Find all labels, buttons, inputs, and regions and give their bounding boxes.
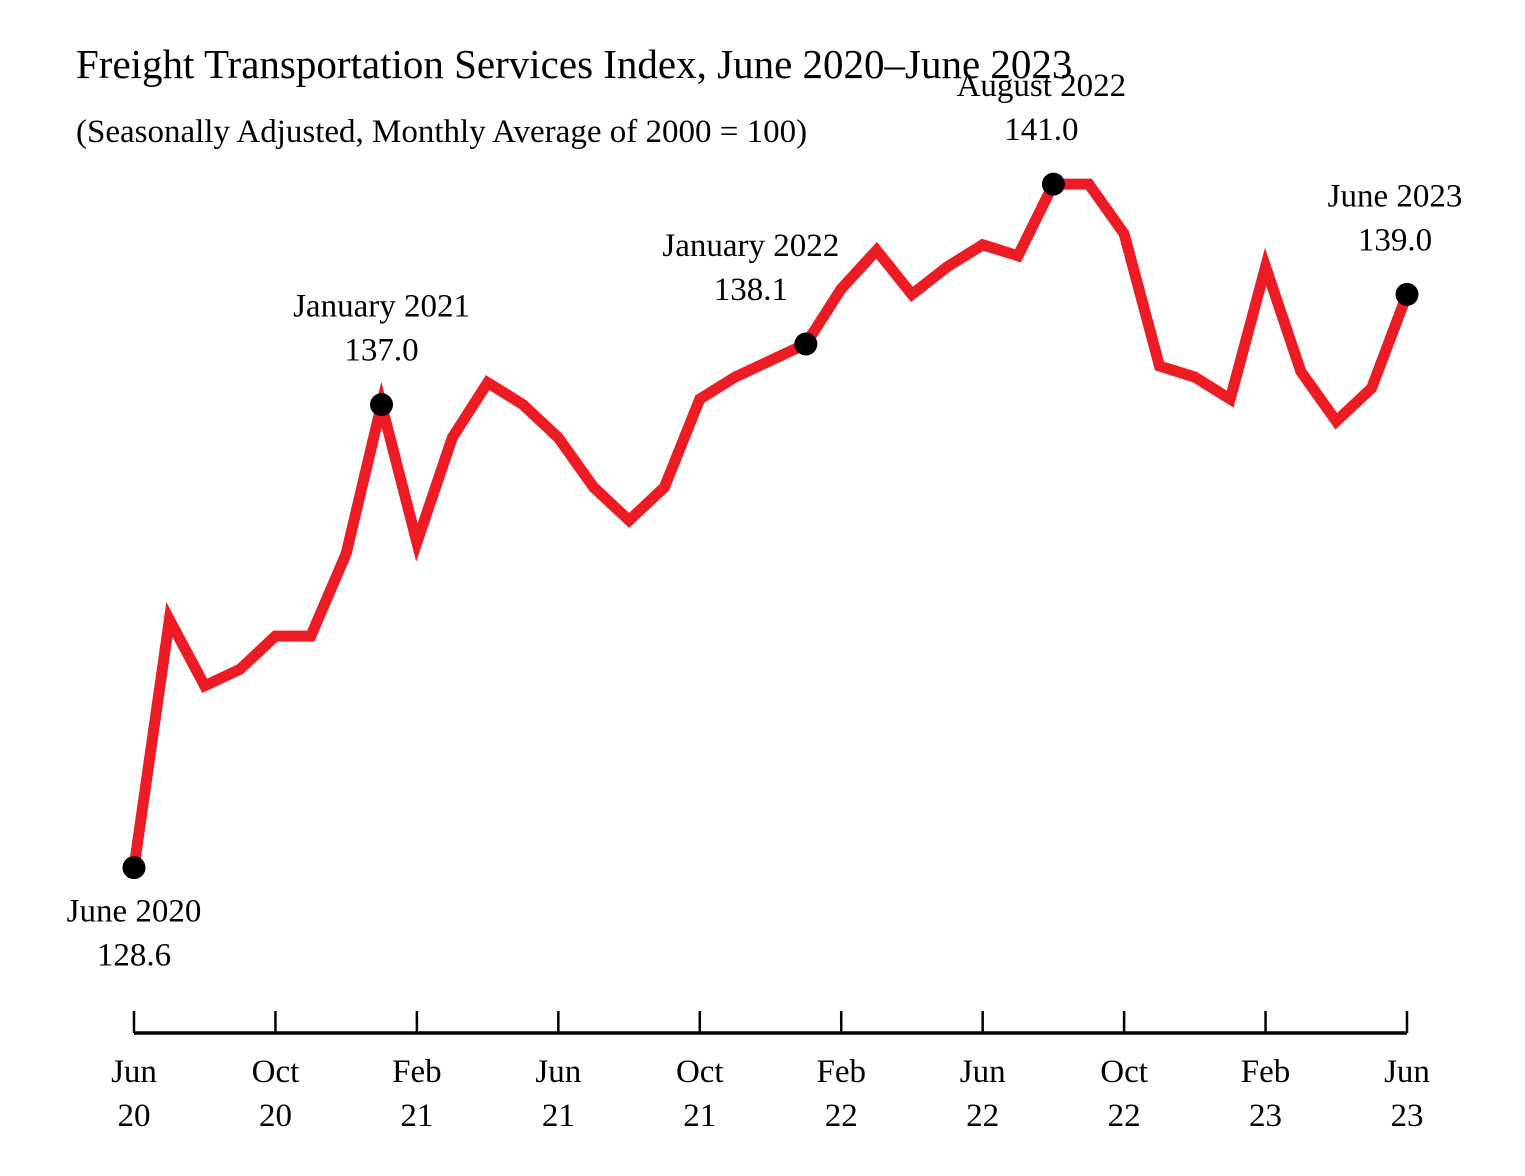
annotation-value: 139.0 <box>1358 222 1432 258</box>
x-tick-label-year: 20 <box>259 1098 292 1134</box>
annotation-value: 137.0 <box>344 333 418 369</box>
data-point-marker <box>1041 172 1065 196</box>
x-tick-label-month: Feb <box>816 1054 866 1090</box>
data-point-marker <box>794 332 818 356</box>
x-tick-label-month: Feb <box>392 1054 442 1090</box>
x-tick-label-year: 23 <box>1391 1098 1424 1134</box>
x-tick-label-month: Feb <box>1241 1054 1291 1090</box>
data-point-marker <box>122 856 146 880</box>
x-tick-label-year: 20 <box>118 1098 151 1134</box>
x-tick-label-year: 21 <box>400 1098 433 1134</box>
x-tick-label-year: 22 <box>1108 1098 1141 1134</box>
x-axis: Jun 20 Oct 20 Feb 21 Jun 21 Oct 21 Feb 22 Jun 22 Oct 22… <box>111 1011 1430 1134</box>
data-point-marker <box>1395 282 1419 306</box>
markers-layer <box>122 172 1419 880</box>
x-tick-label-year: 22 <box>966 1098 999 1134</box>
annotation-value: 138.1 <box>714 272 788 308</box>
annotation-label: June 2020 <box>67 894 202 930</box>
x-tick-label-month: Jun <box>111 1054 157 1090</box>
x-tick-label-month: Jun <box>1384 1054 1430 1090</box>
x-tick-label-month: Oct <box>676 1054 724 1090</box>
annotation-label: June 2023 <box>1328 178 1463 214</box>
series-layer <box>128 178 1413 869</box>
labels-layer: June 2020 128.6 January 2021 137.0 January 2… <box>67 68 1463 974</box>
x-tick-label-month: Jun <box>535 1054 581 1090</box>
chart-title: Freight Transportation Services Index, J… <box>76 41 1073 87</box>
x-tick-label-month: Jun <box>960 1054 1006 1090</box>
x-tick-label-year: 21 <box>542 1098 575 1134</box>
annotation-label: August 2022 <box>957 68 1127 104</box>
x-tick-label-year: 22 <box>825 1098 858 1134</box>
x-tick-label-month: Oct <box>252 1054 300 1090</box>
x-tick-label-year: 23 <box>1249 1098 1282 1134</box>
x-tick-label-month: Oct <box>1100 1054 1148 1090</box>
annotation-value: 128.6 <box>97 938 171 974</box>
series-line <box>128 178 1413 869</box>
annotation-value: 141.0 <box>1004 112 1078 148</box>
data-point-marker <box>370 393 394 417</box>
annotation-label: January 2021 <box>293 289 470 325</box>
chart-subtitle: (Seasonally Adjusted, Monthly Average of… <box>76 114 808 150</box>
annotation-label: January 2022 <box>662 228 839 264</box>
x-tick-label-year: 21 <box>683 1098 716 1134</box>
